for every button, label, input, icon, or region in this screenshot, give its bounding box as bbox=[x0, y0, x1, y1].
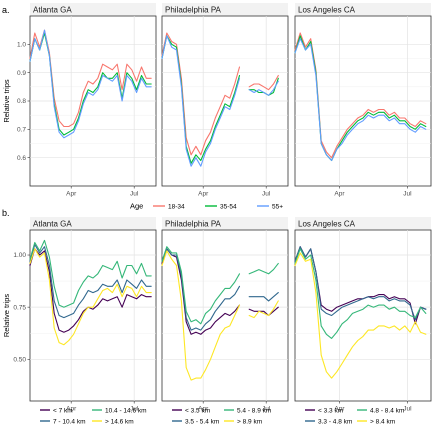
facet-title: Philadelphia PA bbox=[165, 6, 222, 15]
y-tick-label: 0.9 bbox=[17, 70, 26, 77]
legend-label: 4.8 - 8.4 km bbox=[370, 407, 404, 414]
panel-tag: b. bbox=[2, 208, 10, 218]
legend-label: < 3.5 km bbox=[185, 407, 210, 414]
legend-label: > 8.9 km bbox=[237, 418, 262, 425]
legend-label: 3.3 - 4.8 km bbox=[318, 418, 352, 425]
series-line bbox=[161, 32, 279, 156]
series-line bbox=[161, 248, 279, 335]
series-line bbox=[161, 250, 279, 381]
series-line bbox=[29, 248, 152, 333]
facet-strip bbox=[295, 217, 431, 230]
facet-legend: < 3.5 km 3.5 - 5.4 km 5.4 - 8.9 km > 8.9 km bbox=[172, 407, 271, 425]
x-tick-label: Apr bbox=[66, 191, 77, 198]
x-tick-label: Jul bbox=[130, 406, 139, 413]
y-tick-label: 0.6 bbox=[17, 155, 26, 162]
series-line bbox=[294, 246, 427, 321]
series-line bbox=[161, 248, 279, 331]
facet-strip bbox=[162, 217, 288, 230]
y-tick-label: 1.0 bbox=[17, 42, 26, 49]
y-tick-label: 0.8 bbox=[17, 98, 26, 105]
legend-title: Age bbox=[130, 202, 143, 211]
facet-title: Los Angeles CA bbox=[298, 220, 356, 229]
facet-panel: Philadelphia PA Apr Jul < 3.5 km 3.5 - 5.4 k… bbox=[161, 217, 289, 425]
y-tick-label: 0.75 bbox=[13, 304, 26, 311]
legend-label: > 14.6 km bbox=[105, 418, 134, 425]
series-line bbox=[161, 246, 279, 325]
facet-strip bbox=[30, 217, 156, 230]
facet-title: Atlanta GA bbox=[33, 6, 72, 15]
x-tick-label: Apr bbox=[334, 191, 345, 198]
x-tick-label: Jul bbox=[262, 191, 271, 198]
facet-title: Los Angeles CA bbox=[298, 6, 356, 15]
y-tick-label: 0.50 bbox=[13, 356, 26, 363]
facet-panel: Los Angeles CA Apr Jul bbox=[294, 3, 432, 198]
facet-strip bbox=[162, 3, 288, 16]
legend-label: 7 - 10.4 km bbox=[53, 418, 86, 425]
series-line bbox=[29, 29, 152, 139]
legend-label: 35-54 bbox=[220, 203, 237, 210]
series-line bbox=[29, 248, 152, 346]
series-line bbox=[161, 35, 279, 167]
facet-title: Philadelphia PA bbox=[165, 220, 222, 229]
series-line bbox=[29, 239, 152, 308]
legend-label: > 8.4 km bbox=[370, 418, 395, 425]
facet-strip bbox=[295, 3, 431, 16]
y-tick-label: 1.00 bbox=[13, 252, 26, 259]
facet-legend: < 3.3 km 3.3 - 4.8 km 4.8 - 8.4 km > 8.4 km bbox=[305, 407, 404, 425]
x-tick-label: Apr bbox=[198, 406, 209, 413]
x-tick-label: Jul bbox=[403, 406, 412, 413]
legend-label: 18-34 bbox=[168, 203, 185, 210]
x-tick-label: Apr bbox=[66, 406, 77, 413]
series-line bbox=[294, 248, 427, 339]
x-tick-label: Jul bbox=[403, 191, 412, 198]
x-tick-label: Apr bbox=[198, 191, 209, 198]
y-axis-title: Relative trips bbox=[2, 294, 11, 338]
y-tick-label: 0.7 bbox=[17, 127, 26, 134]
panel-tag: a. bbox=[2, 5, 10, 15]
series-line bbox=[29, 244, 152, 319]
facet-panel: Philadelphia PA Apr Jul bbox=[161, 3, 289, 198]
plot-area bbox=[29, 229, 157, 402]
x-tick-label: Jul bbox=[262, 406, 271, 413]
legend-label: 5.4 - 8.9 km bbox=[237, 407, 271, 414]
facet-panel: Atlanta GA Apr Jul 0.6 0.7 0.8 0.9 1.0 bbox=[17, 3, 157, 198]
facet-panel: Los Angeles CA Apr Jul < 3.3 km 3.3 - 4.8 km… bbox=[294, 217, 432, 425]
series-line bbox=[294, 252, 427, 379]
y-axis-title: Relative trips bbox=[2, 79, 11, 123]
x-tick-label: Apr bbox=[334, 406, 345, 413]
facet-strip bbox=[30, 3, 156, 16]
legend: Age 18-34 35-54 55+ bbox=[130, 202, 283, 211]
x-tick-label: Jul bbox=[130, 191, 139, 198]
series-line bbox=[294, 38, 427, 162]
facet-legend: < 7 km 7 - 10.4 km 10.4 - 14.6 km > 14.6 km bbox=[40, 407, 147, 425]
legend-label: < 3.3 km bbox=[318, 407, 343, 414]
legend-label: 3.5 - 5.4 km bbox=[185, 418, 219, 425]
legend-label: 10.4 - 14.6 km bbox=[105, 407, 147, 414]
legend-label: 55+ bbox=[272, 203, 283, 210]
facet-panel: Atlanta GA Apr Jul 0.50 0.75 1.00 < 7 km 7 - 10… bbox=[13, 217, 157, 425]
facet-title: Atlanta GA bbox=[33, 220, 72, 229]
legend-label: < 7 km bbox=[53, 407, 73, 414]
